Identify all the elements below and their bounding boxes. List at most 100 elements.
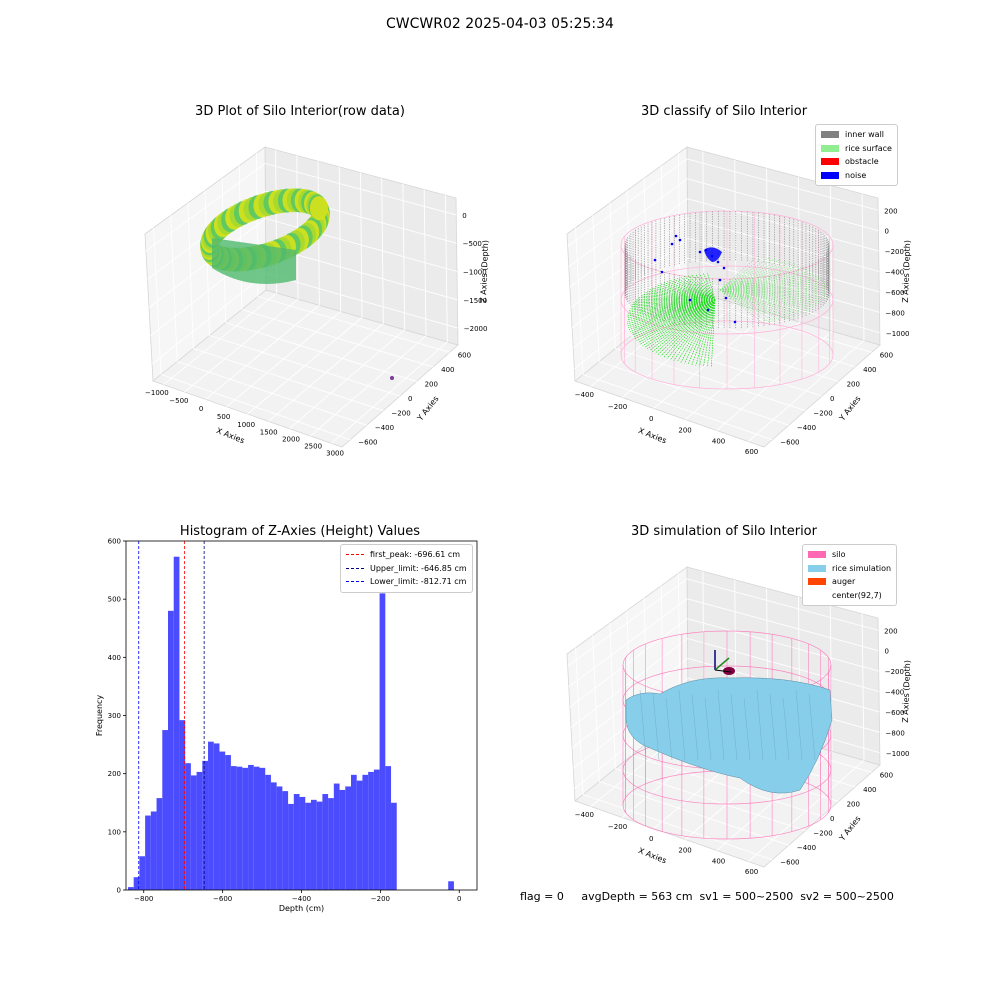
- legend-item-first-peak: first_peak: -696.61 cm: [346, 548, 467, 562]
- surface-mesh: [795, 689, 803, 761]
- y-tick-label: −200: [813, 410, 832, 418]
- legend-item-inner-wall: inner wall: [821, 128, 892, 142]
- rice-surface-points: [719, 289, 770, 323]
- rice-surface-points: [719, 272, 815, 291]
- center-marker: [723, 667, 735, 675]
- noise-point: [706, 308, 710, 312]
- histogram-bar: [196, 771, 203, 890]
- upper-limit-line-swatch: [346, 567, 364, 569]
- z-tick-label: 200: [884, 627, 897, 635]
- rice-surface-points: [630, 299, 716, 307]
- inner-wall-swatch: [821, 131, 839, 139]
- legend-label: Lower_limit: -812.71 cm: [370, 577, 467, 587]
- gridline: [264, 163, 457, 216]
- rice-surface-swatch: [821, 144, 839, 152]
- rice-surface-points: [677, 278, 716, 301]
- rice-simulation-swatch: [808, 564, 826, 572]
- axis-arrow-y: [714, 657, 730, 671]
- legend-label: auger: [832, 577, 856, 587]
- rice-surface-points: [670, 280, 716, 301]
- y-axis-label: Y Axies: [837, 394, 863, 423]
- histogram-bar: [219, 751, 226, 890]
- legend-label: rice simulation: [832, 563, 892, 573]
- histogram-bar: [259, 767, 266, 890]
- rice-surface-points: [640, 299, 716, 345]
- gridline: [582, 374, 773, 441]
- gridline: [567, 578, 688, 667]
- gridline: [687, 178, 879, 232]
- histogram-bar: [230, 766, 237, 890]
- x-tick-label: 2000: [282, 436, 300, 444]
- legend-item-obstacle: obstacle: [821, 155, 892, 169]
- gridline: [571, 238, 688, 329]
- x-tick-label: −1000: [145, 389, 169, 397]
- gridline: [151, 273, 267, 365]
- y-tick-label: −400: [375, 424, 394, 432]
- histogram-bar: [150, 811, 157, 890]
- histogram-plot: [123, 540, 478, 893]
- simulation-legend: silo rice simulation auger center(92,7): [802, 544, 898, 606]
- histogram-bar: [310, 799, 317, 890]
- histogram-bar: [293, 794, 300, 890]
- legend-item-auger: auger: [808, 575, 891, 589]
- rice-surface-points: [695, 299, 716, 366]
- x-tick-label: 2500: [304, 443, 322, 451]
- rice-surface-points: [719, 289, 824, 300]
- y-tick-label: 400: [441, 366, 454, 374]
- z-tick-label: −500: [463, 240, 482, 248]
- gridline: [686, 578, 879, 631]
- histogram-bar: [385, 766, 392, 890]
- histogram-bar: [236, 766, 243, 890]
- rice-surface-points: [699, 273, 716, 301]
- gridline: [241, 309, 434, 368]
- z-tick-label: −600: [885, 709, 904, 717]
- histogram-bar: [242, 767, 249, 890]
- rice-surface-points: [719, 289, 827, 295]
- y-tick-label: −600: [780, 859, 799, 867]
- legend-item-noise: noise: [821, 169, 892, 183]
- noise-point: [716, 260, 720, 264]
- rice-surface-points: [649, 299, 716, 351]
- rice-surface-points: [667, 281, 716, 301]
- histogram-bar: [179, 720, 186, 890]
- histogram-bar: [253, 766, 260, 890]
- x-tick-label: −400: [575, 391, 594, 399]
- gridline: [687, 198, 879, 252]
- rice-surface-points: [719, 263, 796, 291]
- lower-limit-line-swatch: [346, 581, 364, 583]
- rice-surface-points: [628, 299, 716, 311]
- surface-mesh: [665, 697, 673, 761]
- point-blob: [309, 196, 328, 221]
- legend-item-lower-limit: Lower_limit: -812.71 cm: [346, 575, 467, 589]
- rice-surface-points: [719, 257, 770, 291]
- noise-point: [722, 266, 726, 270]
- histogram-bar: [345, 786, 351, 890]
- simulation-plot-title: 3D simulation of Silo Interior: [631, 524, 817, 539]
- x-tick-label: 0: [457, 895, 461, 903]
- rice-surface-points: [660, 283, 716, 301]
- rice-surface-points: [719, 285, 827, 291]
- histogram-bar: [333, 783, 340, 890]
- rice-surface-points: [719, 289, 796, 317]
- rice-surface-points: [703, 299, 716, 367]
- y-tick-label: 0: [117, 887, 121, 895]
- gridline: [569, 618, 688, 708]
- y-tick-label: 200: [425, 380, 438, 388]
- histogram-bar: [339, 789, 346, 890]
- histogram-bar: [356, 780, 363, 890]
- gridline: [568, 598, 688, 688]
- histogram-bar: [139, 856, 146, 890]
- surface-mesh: [756, 689, 764, 761]
- noise-point: [674, 234, 678, 238]
- z-tick-label: −400: [885, 269, 904, 277]
- rice-surface-points: [663, 299, 716, 358]
- rice-surface-points: [719, 276, 821, 291]
- z-tick-label: −1000: [886, 330, 910, 338]
- y-axis-label: Y Axies: [837, 814, 863, 843]
- z-tick-label: 0: [884, 228, 888, 236]
- surface-mesh: [717, 689, 725, 761]
- histogram-bar: [127, 887, 134, 890]
- histogram-bar: [299, 796, 306, 890]
- raw-point-cloud: [200, 188, 394, 380]
- gridline: [160, 374, 351, 441]
